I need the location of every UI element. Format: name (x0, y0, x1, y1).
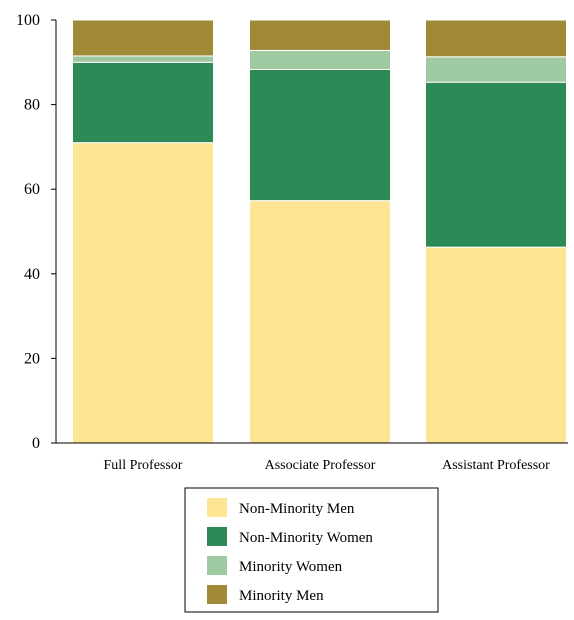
legend-swatch-non-minority-men (207, 498, 227, 517)
legend: Non-Minority Men Non-Minority Women Minori… (184, 487, 439, 613)
legend-label-non-minority-men: Non-Minority Men (239, 501, 355, 517)
x-tick-label-full-professor: Full Professor (104, 458, 183, 473)
bar-full-professor-minority-men (72, 19, 214, 57)
x-tick-label-assistant-professor: Assistant Professor (442, 458, 550, 473)
legend-label-non-minority-women: Non-Minority Women (239, 530, 373, 546)
legend-swatch-minority-women (207, 556, 227, 575)
y-tick-label-100: 100 (16, 12, 40, 29)
bar-associate-professor-non-minority-women (249, 68, 391, 202)
legend-swatch-minority-men (207, 585, 227, 604)
bar-assistant-professor-non-minority-women (425, 81, 567, 248)
y-tick-label-80: 80 (24, 97, 40, 114)
axes-layer: 0 20 40 60 80 100 (16, 12, 568, 452)
bar-associate-professor-minority-men (249, 19, 391, 51)
y-tick-label-40: 40 (24, 266, 40, 283)
bar-associate-professor-non-minority-men (249, 200, 391, 444)
y-tick-label-60: 60 (24, 181, 40, 198)
y-tick-label-0: 0 (32, 435, 40, 452)
bar-full-professor-minority-women (72, 55, 214, 63)
bar-assistant-professor-minority-women (425, 56, 567, 83)
bar-full-professor-non-minority-men (72, 142, 214, 444)
legend-label-minority-women: Minority Women (239, 559, 343, 575)
bars-layer: Full Professor Associate Professor Assista… (72, 19, 567, 473)
legend-label-minority-men: Minority Men (239, 588, 324, 604)
legend-swatch-non-minority-women (207, 527, 227, 546)
bar-associate-professor-minority-women (249, 49, 391, 70)
bar-assistant-professor-minority-men (425, 19, 567, 58)
bar-full-professor-non-minority-women (72, 61, 214, 144)
legend-box (184, 487, 439, 613)
x-tick-label-associate-professor: Associate Professor (265, 458, 376, 473)
bar-assistant-professor-non-minority-men (425, 246, 567, 444)
y-tick-label-20: 20 (24, 350, 40, 367)
